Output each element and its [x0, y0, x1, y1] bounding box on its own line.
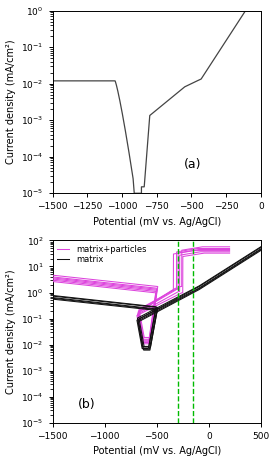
Y-axis label: Current density (mA/cm²): Current density (mA/cm²): [6, 269, 16, 394]
matrix: [208, 279, 212, 285]
X-axis label: Potential (mV vs. Ag/AgCl): Potential (mV vs. Ag/AgCl): [93, 217, 221, 227]
matrix+particles: [56, 277, 59, 282]
matrix: [167, 302, 170, 308]
matrix+particles: [224, 248, 228, 253]
matrix+particles: [106, 282, 109, 288]
matrix: [51, 296, 54, 301]
matrix: [144, 346, 147, 352]
X-axis label: Potential (mV vs. Ag/AgCl): Potential (mV vs. Ag/AgCl): [93, 446, 221, 456]
matrix+particles: [51, 276, 54, 282]
matrix+particles: [228, 248, 231, 253]
matrix+particles: [148, 339, 151, 344]
matrix+particles: [87, 280, 90, 286]
Line: matrix+particles: matrix+particles: [53, 250, 230, 341]
matrix+particles: [192, 248, 196, 253]
matrix+particles: [144, 305, 148, 310]
Text: (b): (b): [78, 398, 95, 411]
matrix: [148, 346, 151, 352]
matrix: [208, 280, 211, 285]
matrix: [72, 298, 75, 304]
Text: (a): (a): [184, 158, 201, 170]
matrix: [153, 318, 156, 323]
Legend: matrix+particles, matrix: matrix+particles, matrix: [55, 243, 148, 266]
matrix+particles: [100, 281, 103, 287]
matrix: [259, 247, 262, 252]
Y-axis label: Current density (mA/cm²): Current density (mA/cm²): [6, 40, 16, 164]
Line: matrix: matrix: [53, 249, 261, 349]
